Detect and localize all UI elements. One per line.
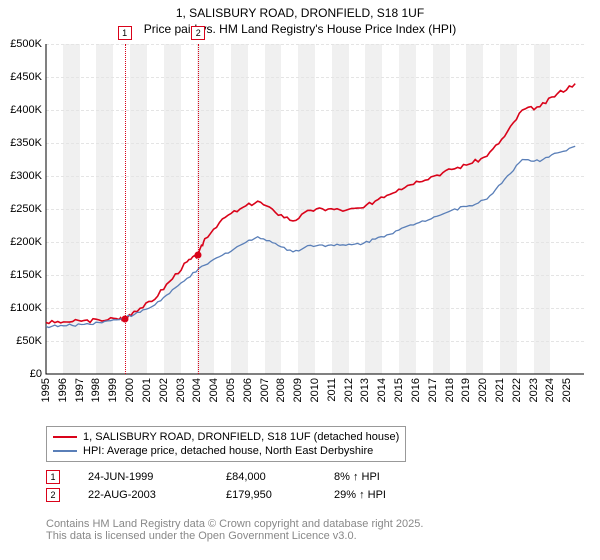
legend-label-1: 1, SALISBURY ROAD, DRONFIELD, S18 1UF (d… [83,431,399,443]
x-tick-label: 2017 [427,378,439,402]
y-tick-label: £150K [10,269,42,281]
marker-info-badge: 2 [46,488,60,502]
y-tick-label: £450K [10,71,42,83]
x-tick-label: 2022 [511,378,523,402]
marker-badge: 2 [191,26,205,40]
y-tick-label: £350K [10,137,42,149]
x-tick-label: 2024 [544,378,556,402]
marker-dot [195,252,202,259]
x-tick-label: 2025 [561,378,573,402]
chart-subtitle: Price paid vs. HM Land Registry's House … [0,22,600,36]
x-tick-label: 1999 [107,378,119,402]
y-axis: £0£50K£100K£150K£200K£250K£300K£350K£400… [0,44,46,374]
marker-date: 22-AUG-2003 [88,489,198,501]
x-tick-label: 2002 [158,378,170,402]
x-tick-label: 1998 [90,378,102,402]
legend-swatch-1 [53,436,77,438]
y-tick-label: £250K [10,203,42,215]
legend: 1, SALISBURY ROAD, DRONFIELD, S18 1UF (d… [46,426,406,462]
x-tick-label: 1996 [57,378,69,402]
x-tick-label: 2001 [141,378,153,402]
x-tick-label: 2009 [292,378,304,402]
x-tick-label: 2004 [191,378,203,402]
footnote: Contains HM Land Registry data © Crown c… [46,518,423,542]
marker-date: 24-JUN-1999 [88,471,198,483]
marker-delta: 29% ↑ HPI [334,489,386,501]
y-tick-label: £500K [10,38,42,50]
marker-price: £84,000 [226,471,306,483]
x-tick-label: 2021 [494,378,506,402]
y-tick-label: £300K [10,170,42,182]
legend-swatch-2 [53,450,77,452]
plot-area: 12 [46,44,584,374]
x-tick-label: 1997 [74,378,86,402]
x-tick-label: 2003 [175,378,187,402]
marker-info-row: 2 22-AUG-2003 £179,950 29% ↑ HPI [46,486,386,504]
x-tick-label: 2000 [124,378,136,402]
marker-info-row: 1 24-JUN-1999 £84,000 8% ↑ HPI [46,468,386,486]
marker-price: £179,950 [226,489,306,501]
x-tick-label: 2016 [410,378,422,402]
y-tick-label: £50K [16,335,42,347]
x-tick-label: 2011 [326,378,338,402]
x-tick-label: 2014 [376,378,388,402]
x-tick-label: 2010 [309,378,321,402]
marker-dot [121,315,128,322]
x-tick-label: 2004 [208,378,220,402]
x-tick-label: 2023 [528,378,540,402]
x-tick-label: 2019 [460,378,472,402]
chart-title: 1, SALISBURY ROAD, DRONFIELD, S18 1UF [0,0,600,20]
marker-info: 1 24-JUN-1999 £84,000 8% ↑ HPI 2 22-AUG-2003 £… [46,468,386,504]
y-tick-label: £200K [10,236,42,248]
x-tick-label: 2015 [393,378,405,402]
x-tick-label: 2008 [275,378,287,402]
x-tick-label: 1995 [40,378,52,402]
x-tick-label: 2006 [242,378,254,402]
y-tick-label: £400K [10,104,42,116]
x-tick-label: 2007 [259,378,271,402]
chart-svg [46,44,584,374]
marker-info-badge: 1 [46,470,60,484]
y-tick-label: £100K [10,302,42,314]
marker-delta: 8% ↑ HPI [334,471,380,483]
x-tick-label: 2013 [359,378,371,402]
x-tick-label: 2020 [477,378,489,402]
legend-label-2: HPI: Average price, detached house, Nort… [83,445,373,457]
x-tick-label: 2018 [444,378,456,402]
marker-badge: 1 [118,26,132,40]
x-tick-label: 2012 [343,378,355,402]
x-tick-label: 2005 [225,378,237,402]
